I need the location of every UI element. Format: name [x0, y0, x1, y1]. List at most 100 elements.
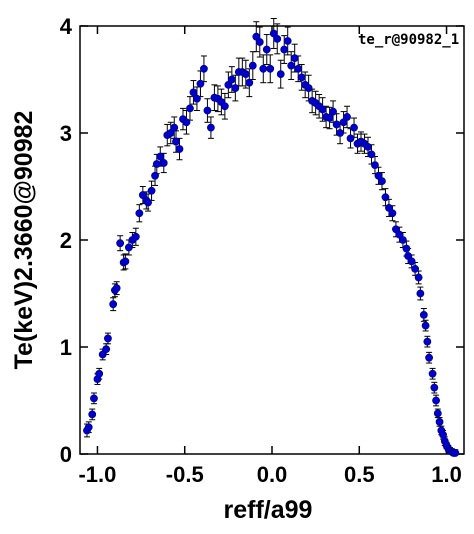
data-point — [121, 257, 130, 266]
data-point — [231, 84, 240, 92]
corner-annotation: te_r@90982_1 — [358, 32, 459, 48]
data-point — [294, 64, 303, 73]
data-point — [259, 64, 268, 73]
data-point — [203, 106, 212, 115]
data-point — [329, 107, 337, 116]
data-point — [116, 239, 125, 248]
data-point — [200, 64, 208, 73]
data-point — [378, 177, 386, 186]
y-tick-label: 2 — [60, 228, 72, 253]
data-point — [332, 120, 341, 129]
data-point — [430, 383, 439, 392]
data-point — [423, 337, 432, 346]
x-axis-title: reff/a99 — [224, 496, 313, 524]
data-point — [152, 160, 161, 168]
data-point — [227, 75, 236, 84]
data-point — [381, 193, 390, 202]
data-point — [414, 273, 423, 282]
data-point — [336, 129, 344, 137]
data-point — [280, 45, 289, 54]
data-point — [182, 118, 191, 127]
data-point — [189, 88, 198, 97]
data-point — [104, 334, 112, 343]
y-tick-label: 0 — [60, 442, 72, 467]
data-point — [439, 430, 447, 439]
data-point — [186, 104, 194, 113]
data-points — [83, 29, 460, 457]
data-point — [172, 137, 180, 146]
data-point — [367, 150, 376, 159]
data-point — [421, 321, 430, 330]
x-tick-label: 0.5 — [344, 462, 375, 487]
data-point — [147, 186, 156, 195]
data-point — [112, 284, 121, 293]
y-tick-label: 1 — [60, 335, 72, 360]
data-point — [343, 113, 351, 121]
data-point — [269, 29, 278, 38]
data-point — [207, 123, 215, 132]
data-point — [416, 289, 425, 298]
x-tick-label: -0.5 — [166, 462, 204, 487]
data-point — [374, 171, 383, 180]
data-point — [245, 78, 254, 87]
data-point — [364, 143, 372, 151]
data-point — [138, 191, 147, 199]
data-point — [297, 73, 306, 82]
data-point — [131, 232, 140, 241]
data-point — [255, 38, 264, 46]
data-point — [273, 34, 282, 43]
data-point — [399, 236, 407, 244]
x-tick-label: 0.0 — [257, 462, 288, 487]
data-point — [124, 243, 133, 252]
data-point — [135, 209, 144, 218]
data-point — [241, 70, 250, 79]
data-point — [419, 310, 428, 319]
data-point — [84, 423, 93, 432]
y-axis-ticks: 0 1 2 3 4 — [60, 14, 464, 467]
data-point — [433, 409, 442, 418]
data-point — [196, 79, 205, 88]
data-point — [193, 94, 201, 103]
data-point — [385, 203, 393, 212]
data-point — [248, 61, 257, 70]
data-point — [170, 123, 179, 132]
data-point — [411, 264, 420, 273]
data-point — [90, 394, 98, 403]
data-point — [109, 300, 118, 309]
x-tick-label: -1.0 — [78, 462, 116, 487]
data-point — [318, 105, 327, 114]
data-point — [402, 244, 411, 253]
data-point — [432, 396, 440, 405]
data-point — [95, 369, 104, 378]
y-tick-label: 4 — [60, 14, 73, 39]
data-point — [159, 159, 168, 167]
data-point — [392, 225, 400, 234]
data-point — [388, 209, 397, 218]
data-point — [395, 230, 404, 239]
data-point — [287, 61, 296, 70]
data-point — [339, 118, 348, 127]
data-point — [220, 102, 229, 111]
y-tick-label: 3 — [60, 121, 72, 146]
data-point — [404, 252, 413, 260]
data-point — [283, 37, 292, 45]
data-point — [266, 64, 275, 73]
data-point — [88, 410, 97, 419]
data-point — [451, 449, 460, 457]
data-point — [151, 171, 159, 180]
y-axis-title: Te(keV)2.3660@90982 — [10, 111, 38, 370]
data-point — [156, 152, 165, 161]
x-axis-ticks: -1.0 -0.5 0.0 0.5 1.0 — [78, 26, 462, 487]
data-point — [290, 54, 299, 62]
data-point — [435, 417, 444, 426]
data-point — [346, 134, 355, 143]
data-point — [144, 198, 152, 207]
data-point — [262, 45, 271, 54]
data-point — [224, 80, 233, 89]
data-point — [252, 32, 261, 41]
data-point — [428, 369, 437, 378]
data-point — [304, 84, 313, 92]
data-point — [276, 70, 285, 79]
data-point — [371, 161, 379, 169]
